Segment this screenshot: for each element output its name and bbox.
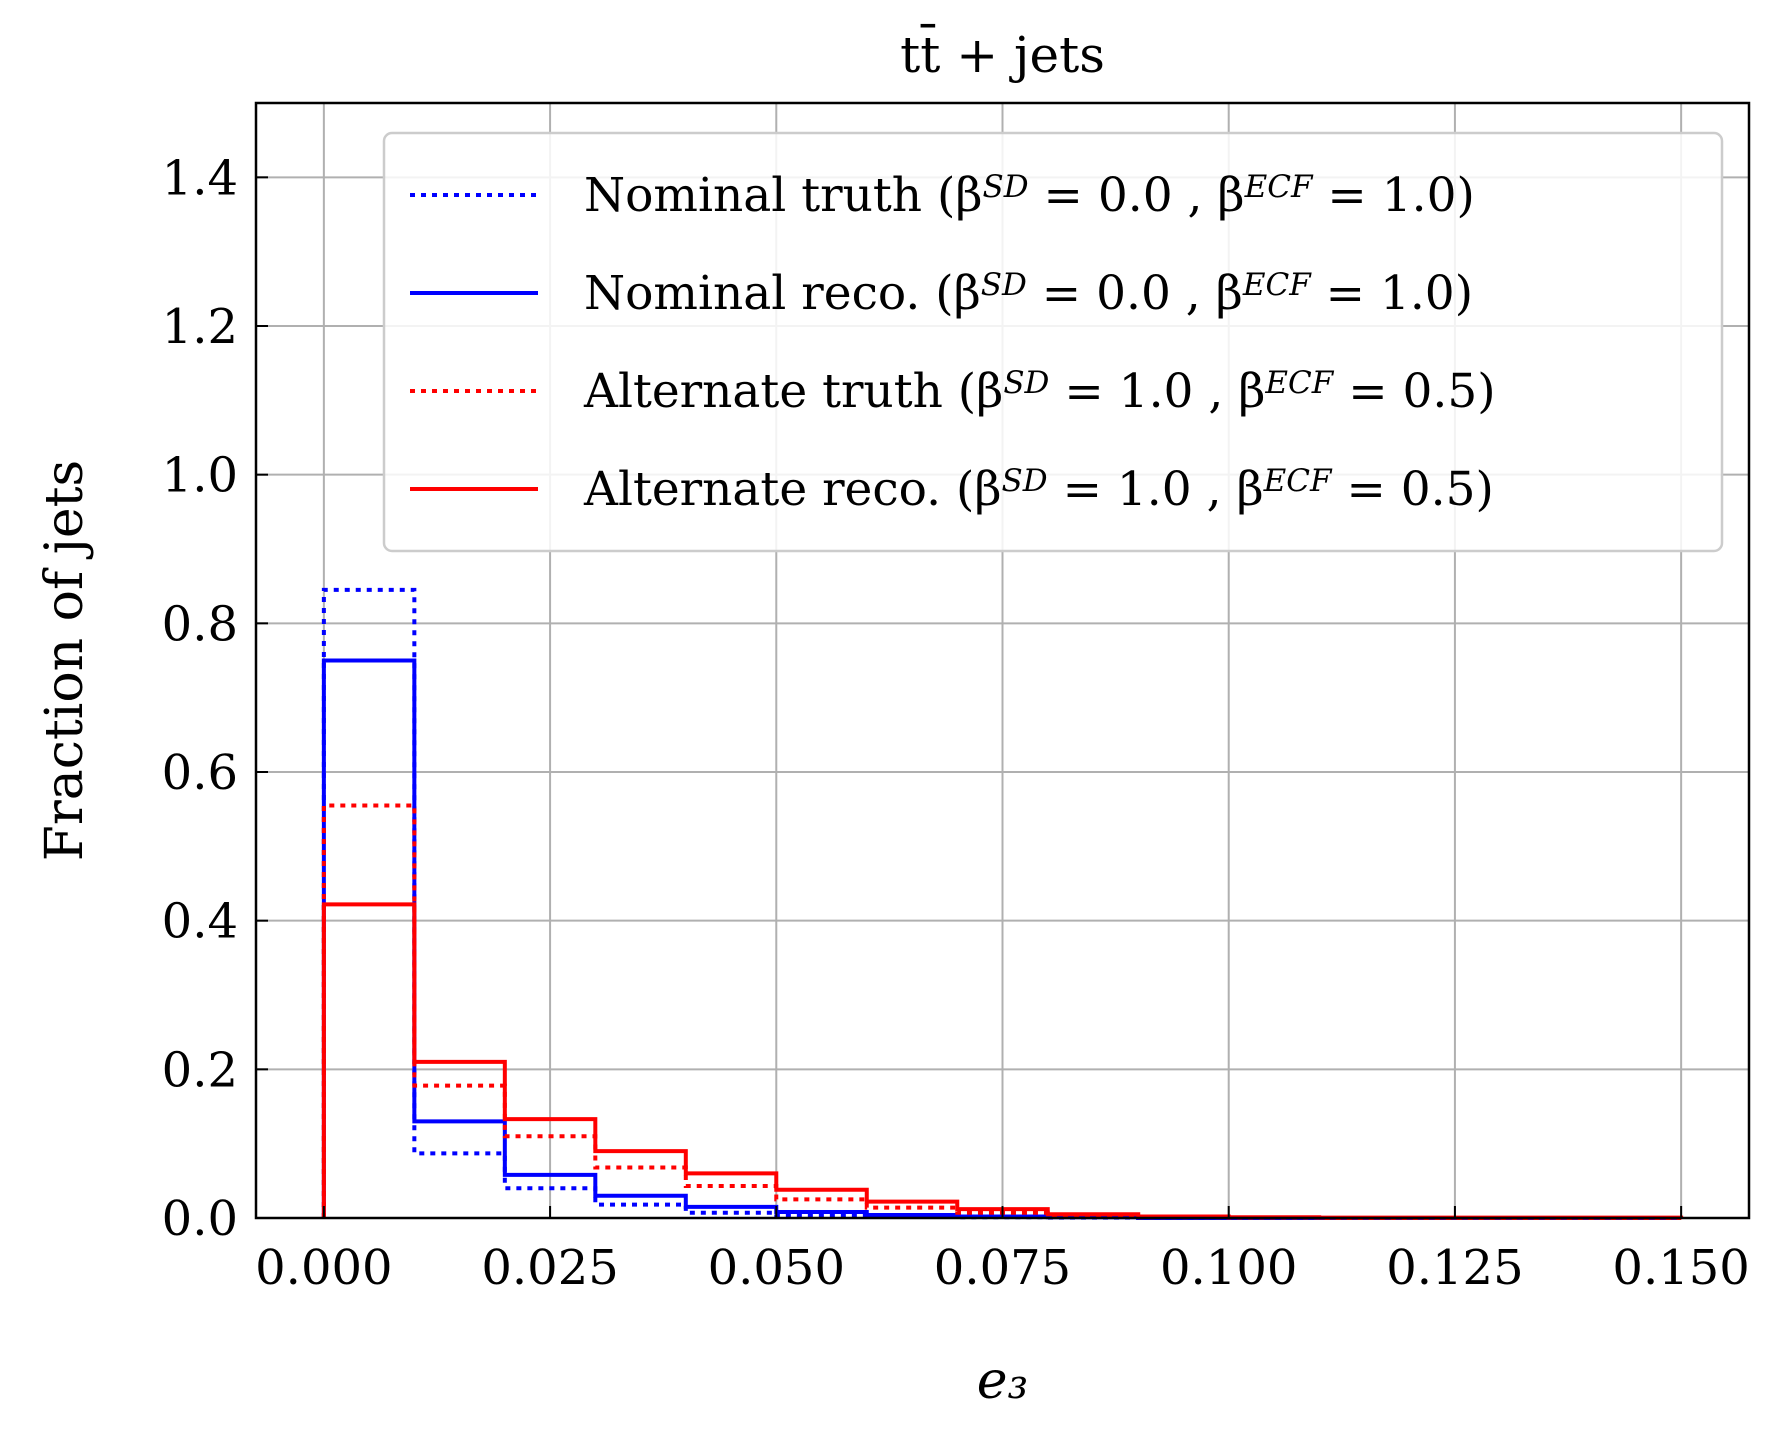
x-tick-label: 0.000 bbox=[255, 1240, 392, 1296]
y-tick-label: 0.8 bbox=[162, 596, 238, 652]
legend-label-part: = 1.0 , β bbox=[1048, 462, 1264, 517]
legend-label-part: = 0.5) bbox=[1332, 462, 1494, 517]
legend-label-part: SD bbox=[1002, 463, 1048, 499]
legend-label-part: SD bbox=[1003, 365, 1049, 401]
chart-title: tt̄ + jets bbox=[900, 23, 1105, 84]
y-tick-label: 0.4 bbox=[162, 894, 238, 950]
y-axis-label: Fraction of jets bbox=[35, 460, 95, 861]
legend-label-part: = 0.0 , β bbox=[1029, 168, 1245, 223]
x-tick-label: 0.050 bbox=[708, 1240, 845, 1296]
legend-label-part: = 0.0 , β bbox=[1027, 266, 1243, 321]
legend-label-part: ECF bbox=[1264, 365, 1334, 401]
tick-marks bbox=[256, 176, 1683, 1219]
legend-label-part: Nominal reco. (β bbox=[584, 266, 981, 321]
legend-label-part: SD bbox=[981, 267, 1027, 303]
y-tick-label: 0.0 bbox=[162, 1191, 238, 1247]
legend-label-part: ECF bbox=[1244, 169, 1314, 205]
legend-label-part: Alternate reco. (β bbox=[583, 462, 1002, 517]
legend: Nominal truth (βSD = 0.0 , βECF = 1.0)No… bbox=[382, 131, 1724, 553]
x-tick-label: 0.075 bbox=[934, 1240, 1071, 1296]
y-tick-label: 1.4 bbox=[162, 150, 238, 206]
x-tick-label: 0.100 bbox=[1160, 1240, 1297, 1296]
legend-label-part: SD bbox=[983, 169, 1029, 205]
legend-label-3: Alternate truth (βSD = 1.0 , βECF = 0.5) bbox=[583, 364, 1496, 419]
legend-label-part: = 0.5) bbox=[1333, 364, 1495, 419]
y-tick-label: 0.6 bbox=[162, 745, 238, 801]
legend-entries: Nominal truth (βSD = 0.0 , βECF = 1.0)No… bbox=[410, 168, 1496, 517]
y-tick-label: 1.2 bbox=[162, 299, 238, 355]
y-tick-label: 1.0 bbox=[162, 448, 238, 504]
legend-box bbox=[382, 131, 1724, 553]
legend-label-4: Alternate reco. (βSD = 1.0 , βECF = 0.5) bbox=[583, 462, 1494, 517]
x-tick-label: 0.025 bbox=[481, 1240, 618, 1296]
legend-label-part: = 1.0) bbox=[1311, 266, 1473, 321]
x-tick-label: 0.125 bbox=[1386, 1240, 1523, 1296]
legend-label-part: ECF bbox=[1242, 267, 1312, 303]
legend-label-2: Nominal reco. (βSD = 0.0 , βECF = 1.0) bbox=[584, 266, 1473, 321]
legend-label-1: Nominal truth (βSD = 0.0 , βECF = 1.0) bbox=[584, 168, 1475, 223]
tick-labels: 0.000 0.025 0.050 0.075 0.100 0.125 0.150 0.0 0.… bbox=[162, 150, 1750, 1296]
x-tick-label: 0.150 bbox=[1612, 1240, 1749, 1296]
legend-label-part: Alternate truth (β bbox=[583, 364, 1003, 419]
legend-label-part: = 1.0) bbox=[1312, 168, 1474, 223]
legend-label-part: Nominal truth (β bbox=[584, 168, 983, 223]
y-tick-label: 0.2 bbox=[162, 1042, 238, 1098]
legend-label-part: ECF bbox=[1263, 463, 1333, 499]
legend-label-part: = 1.0 , β bbox=[1049, 364, 1265, 419]
x-axis-label: e₃ bbox=[977, 1351, 1029, 1411]
